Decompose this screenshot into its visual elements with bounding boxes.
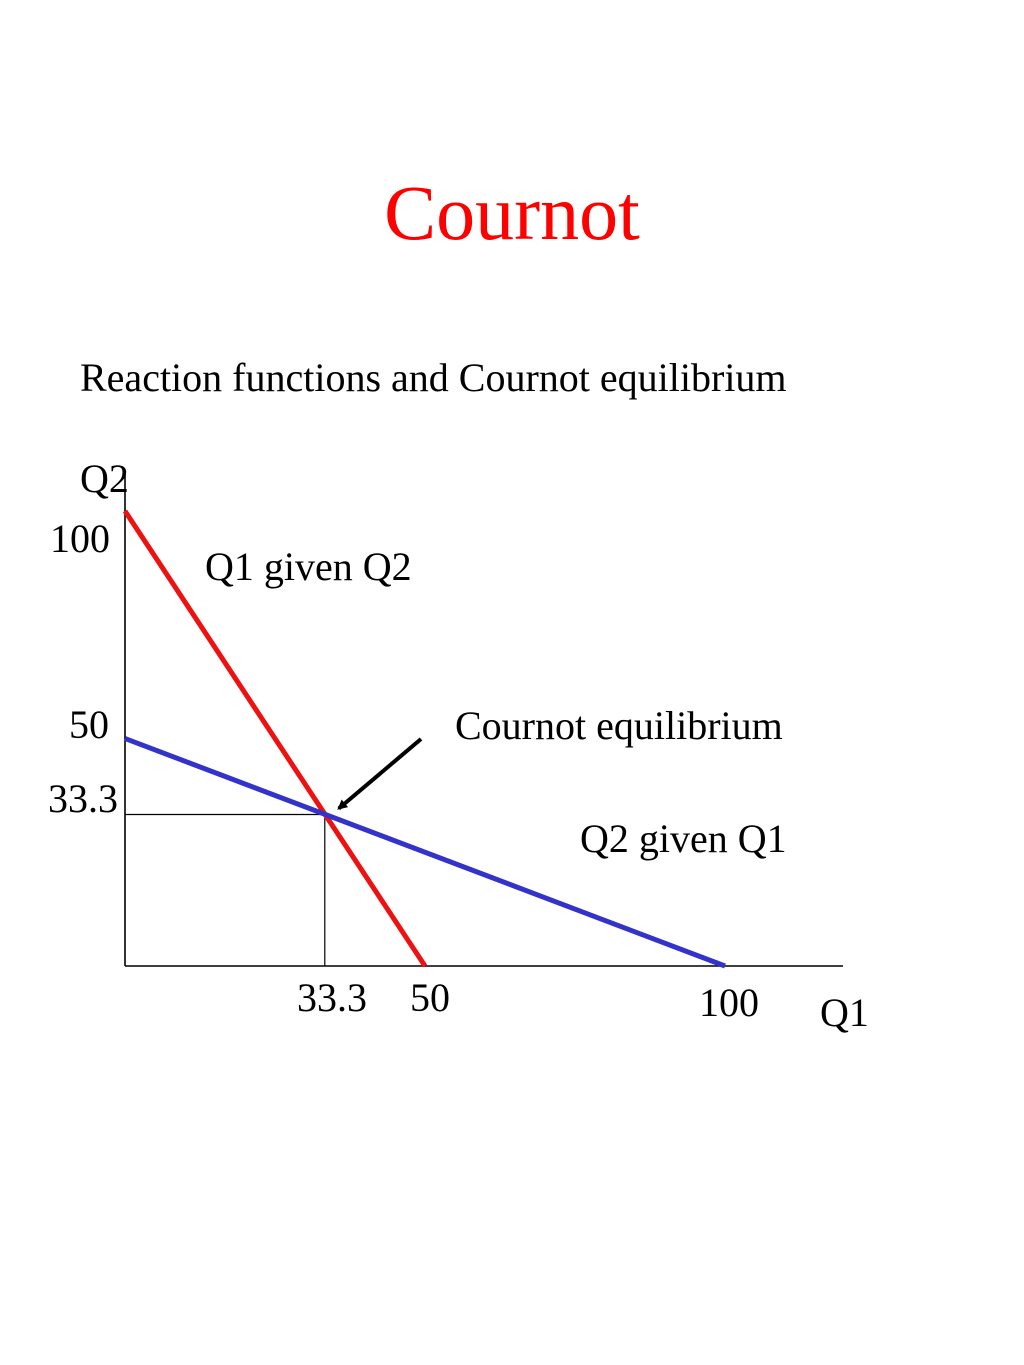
- x-axis-title: Q1: [820, 990, 869, 1035]
- x-tick-label-50: 50: [410, 975, 450, 1020]
- y-axis-title: Q2: [80, 456, 129, 501]
- slide-subtitle: Reaction functions and Cournot equilibri…: [80, 355, 787, 400]
- y-tick-label-50: 50: [69, 702, 109, 747]
- x-tick-label-33-3: 33.3: [297, 975, 367, 1020]
- y-tick-label-100: 100: [50, 516, 110, 561]
- y-tick-label-33-3: 33.3: [48, 776, 118, 821]
- q1-given-q2-line: [122, 509, 428, 968]
- equilibrium-annotation-label: Cournot equilibrium: [455, 703, 783, 748]
- x-tick-label-100: 100: [699, 980, 759, 1025]
- slide-title: Cournot: [384, 169, 640, 256]
- series-label-q1-given-q2: Q1 given Q2: [205, 544, 412, 589]
- series-label-q2-given-q1: Q2 given Q1: [580, 816, 787, 861]
- q2-given-q1-line: [124, 736, 726, 969]
- equilibrium-arrow: [337, 737, 423, 811]
